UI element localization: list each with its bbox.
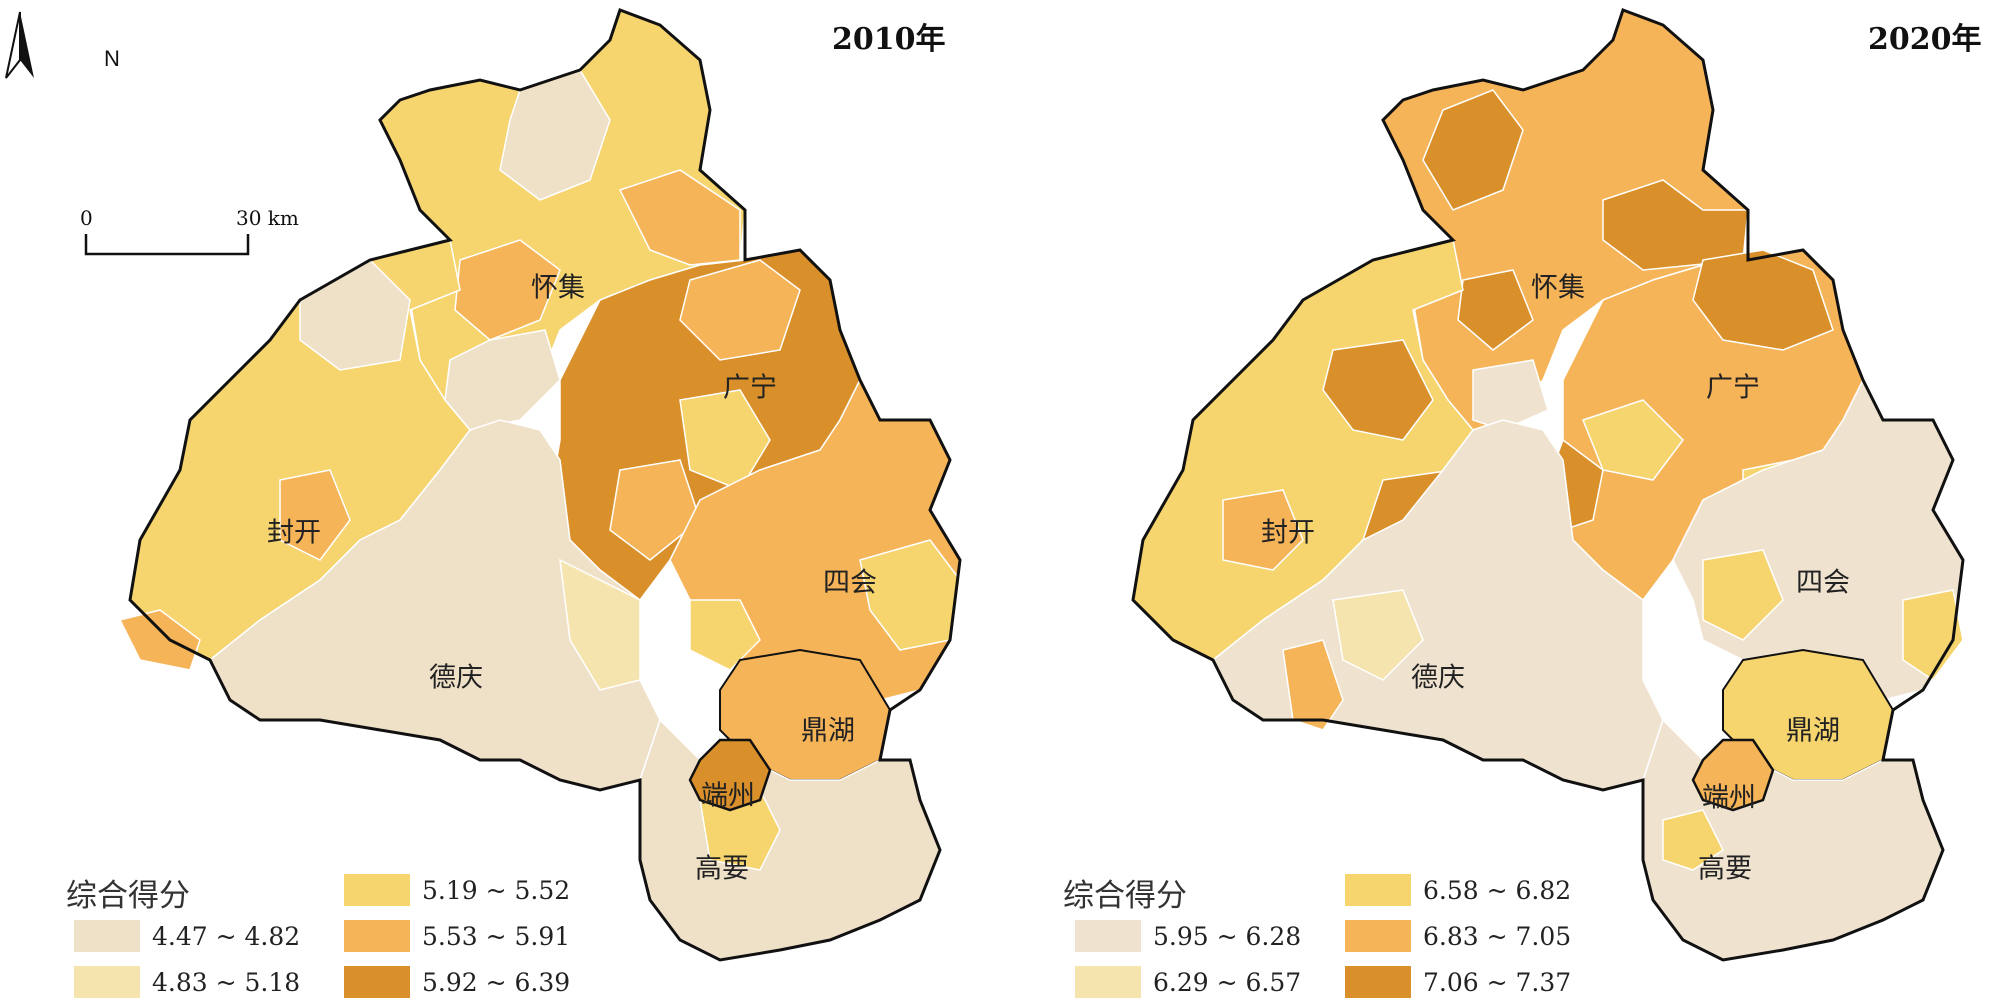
choropleth-2010 [118, 8, 962, 962]
scale-bar-icon [84, 234, 250, 256]
legend-swatch [74, 966, 140, 998]
legend-item-1: 4.47 ~ 4.82 [74, 919, 300, 953]
legend-swatch [1075, 920, 1141, 952]
scale-max-label: 30 km [236, 206, 299, 230]
legend-label: 4.83 ~ 5.18 [152, 967, 301, 997]
place-label-dinghu: 鼎湖 [801, 715, 855, 747]
place-label-huaiji: 怀集 [1531, 272, 1585, 304]
place-label-dinghu: 鼎湖 [1786, 715, 1840, 747]
outline-2020 [1131, 8, 1965, 962]
legend-label: 6.58 ~ 6.82 [1423, 875, 1572, 905]
legend-swatch [1345, 920, 1411, 952]
legend-label: 5.53 ~ 5.91 [422, 921, 571, 951]
legend-label: 7.06 ~ 7.37 [1423, 967, 1572, 997]
region-guangning-a-2020 [1692, 249, 1834, 351]
region-duanzhou-2010 [688, 738, 772, 812]
region-deqing-a-2020 [1282, 639, 1344, 731]
region-sihui-b-2010 [689, 599, 761, 671]
place-label-duanzhou: 端州 [701, 780, 755, 812]
region-fengkai-a-2010 [279, 469, 351, 561]
place-label-duanzhou: 端州 [1702, 782, 1756, 814]
legend-item-2: 6.29 ~ 6.57 [1075, 965, 1301, 999]
map-title-2010: 2010年 [832, 22, 946, 57]
region-huaiji-d-2020 [1472, 359, 1549, 431]
legend-label: 5.95 ~ 6.28 [1153, 921, 1302, 951]
map-title-2020: 2020年 [1868, 22, 1982, 57]
legend-item-1: 5.95 ~ 6.28 [1075, 919, 1301, 953]
legend-item-3: 5.19 ~ 5.52 [344, 873, 570, 907]
region-huaiji-c-2010 [454, 239, 561, 341]
legend-swatch [344, 920, 410, 952]
legend-label: 5.19 ~ 5.52 [422, 875, 571, 905]
region-huaiji-c-2020 [1457, 269, 1534, 351]
region-fengkai-a-2020 [1322, 339, 1434, 441]
legend-label: 5.92 ~ 6.39 [422, 967, 571, 997]
place-label-fengkai: 封开 [1261, 517, 1315, 549]
legend-swatch [1345, 874, 1411, 906]
region-guangning-b-2010 [679, 389, 771, 491]
legend-swatch [1345, 966, 1411, 998]
region-gaoyao-a-2020 [1662, 809, 1724, 871]
legend-item-4: 5.53 ~ 5.91 [344, 919, 570, 953]
legend-item-2: 4.83 ~ 5.18 [74, 965, 300, 999]
map-2020: 2020年 怀集 广宁 封开 四会 德庆 鼎湖 端州 高要 综合得分 5.95 … [1003, 0, 2006, 1001]
region-deqing-b-2020 [1332, 589, 1424, 681]
place-label-sihui: 四会 [823, 567, 877, 599]
legend-swatch [344, 874, 410, 906]
place-label-deqing: 德庆 [429, 662, 483, 694]
choropleth-2020 [1131, 8, 1965, 962]
legend-swatch [344, 966, 410, 998]
place-label-huaiji: 怀集 [531, 272, 585, 304]
legend-item-5: 7.06 ~ 7.37 [1345, 965, 1571, 999]
region-guangning-b-2020 [1582, 399, 1684, 481]
legend-title: 综合得分 [1063, 878, 1187, 914]
region-sihui-b-2020 [1902, 589, 1964, 682]
region-fengkai-c-2020 [1222, 489, 1304, 571]
legend-swatch [1075, 966, 1141, 998]
legend-label: 6.29 ~ 6.57 [1153, 967, 1302, 997]
legend-item-3: 6.58 ~ 6.82 [1345, 873, 1571, 907]
place-label-gaoyao: 高要 [1698, 853, 1752, 885]
region-duanzhou-2020 [1691, 738, 1775, 812]
legend-swatch [74, 920, 140, 952]
north-arrow-icon [5, 11, 34, 79]
legend-label: 6.83 ~ 7.05 [1423, 921, 1572, 951]
place-label-gaoyao: 高要 [695, 853, 749, 885]
region-guangning-a-2010 [679, 259, 801, 361]
outline-2010 [128, 8, 962, 962]
place-label-guangning: 广宁 [1706, 372, 1760, 404]
region-fengkai-b-2010 [118, 609, 201, 671]
legend-item-4: 6.83 ~ 7.05 [1345, 919, 1571, 953]
scale-zero-label: 0 [80, 206, 93, 230]
place-label-fengkai: 封开 [267, 517, 321, 549]
place-label-sihui: 四会 [1796, 567, 1850, 599]
region-sihui-a-2020 [1702, 549, 1784, 641]
region-huaiji-a-2020 [1422, 89, 1524, 211]
region-guangning-c-2010 [609, 459, 701, 561]
place-label-deqing: 德庆 [1411, 662, 1465, 694]
place-label-guangning: 广宁 [723, 372, 777, 404]
legend-title: 综合得分 [66, 878, 190, 914]
legend-item-5: 5.92 ~ 6.39 [344, 965, 570, 999]
region-huaiji-a-2010 [499, 69, 611, 201]
north-label: N [104, 46, 120, 71]
map-2010: 2010年 N 0 30 km 怀集 广宁 封开 四会 德庆 鼎湖 端州 高要 … [5, 8, 962, 999]
legend-label: 4.47 ~ 4.82 [152, 921, 301, 951]
region-deqing-a-2010 [559, 558, 641, 691]
